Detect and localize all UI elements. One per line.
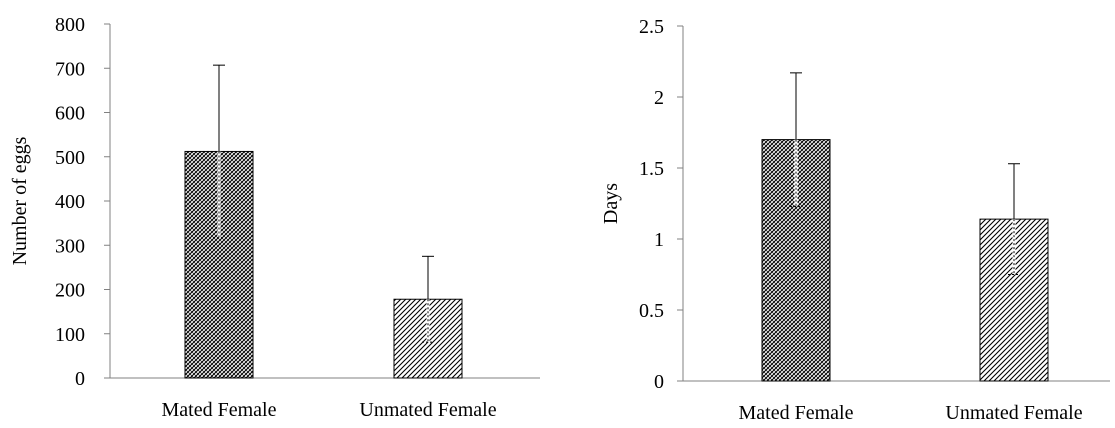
category-label: Unmated Female	[945, 402, 1082, 424]
y-tick-label: 200	[55, 280, 85, 302]
category-label: Mated Female	[739, 402, 854, 424]
chart-2: 0 0.5 1 1.5 2 2.5 Days Mated Female Unmated Fema…	[600, 16, 1110, 424]
y-tick-label: 0	[75, 368, 85, 390]
y-tick-label: 0.5	[639, 300, 664, 322]
y-tick-label: 2	[654, 87, 664, 109]
y-tick-label: 300	[55, 235, 85, 257]
y-tick-label: 1	[654, 229, 664, 251]
chart-1: 0 100 200 300 400 500 600 700 800 Number of eggs M…	[9, 14, 540, 421]
y-tick-label: 100	[55, 324, 85, 346]
y-axis-title: Number of eggs	[9, 136, 31, 265]
y-tick-label: 400	[55, 191, 85, 213]
y-tick-label: 1.5	[639, 158, 664, 180]
y-tick-label: 0	[654, 371, 664, 393]
category-label: Mated Female	[162, 399, 277, 421]
category-label: Unmated Female	[359, 399, 496, 421]
y-tick-label: 500	[55, 147, 85, 169]
y-axis-title: Days	[600, 183, 622, 224]
y-tick-label: 600	[55, 103, 85, 125]
y-tick-label: 700	[55, 58, 85, 80]
y-tick-label: 2.5	[639, 16, 664, 38]
y-tick-label: 800	[55, 14, 85, 36]
